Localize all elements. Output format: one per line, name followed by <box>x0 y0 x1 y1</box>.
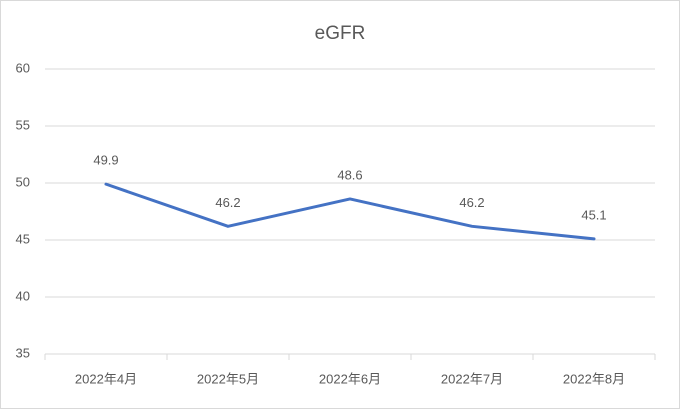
x-tick-label: 2022年7月 <box>441 371 503 386</box>
y-tick-label: 35 <box>16 345 30 360</box>
chart-title: eGFR <box>315 23 366 44</box>
y-tick-label: 40 <box>16 288 30 303</box>
data-label: 46.2 <box>459 195 484 210</box>
x-tick-label: 2022年4月 <box>75 371 137 386</box>
data-label: 46.2 <box>215 195 240 210</box>
line <box>104 182 596 241</box>
y-tick-label: 50 <box>16 174 30 189</box>
data-label: 45.1 <box>581 207 606 222</box>
x-tick-label: 2022年6月 <box>319 371 381 386</box>
data-label: 49.9 <box>93 153 118 168</box>
data-label: 48.6 <box>337 167 362 182</box>
x-tick-label: 2022年5月 <box>197 371 259 386</box>
y-tick-label: 60 <box>16 60 30 75</box>
x-tick-label: 2022年8月 <box>563 371 625 386</box>
y-tick-label: 45 <box>16 231 30 246</box>
y-tick-label: 55 <box>16 117 30 132</box>
